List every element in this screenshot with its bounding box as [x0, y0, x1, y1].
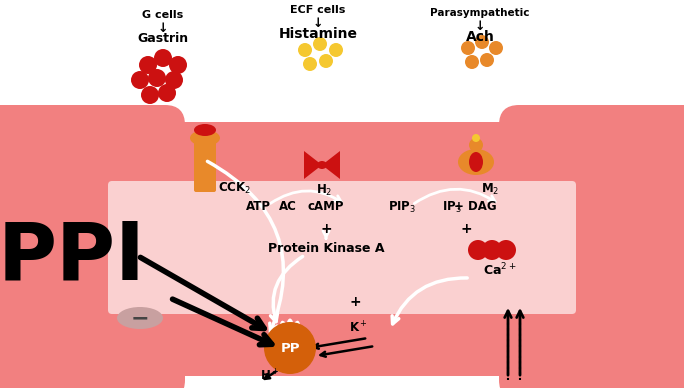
- Text: Gastrin: Gastrin: [137, 32, 189, 45]
- Circle shape: [131, 71, 149, 89]
- Text: + DAG: + DAG: [453, 201, 497, 213]
- Circle shape: [468, 240, 488, 260]
- Text: ATP: ATP: [246, 201, 270, 213]
- Circle shape: [475, 35, 489, 49]
- Text: +: +: [460, 222, 472, 236]
- Text: PIP$_3$: PIP$_3$: [388, 199, 416, 215]
- Ellipse shape: [194, 124, 216, 136]
- Circle shape: [489, 41, 503, 55]
- Text: Ach: Ach: [466, 30, 495, 44]
- Text: AC: AC: [279, 201, 297, 213]
- Circle shape: [158, 84, 176, 102]
- Text: PPI: PPI: [0, 219, 146, 297]
- Text: Parasympathetic: Parasympathetic: [430, 8, 529, 18]
- Text: −: −: [131, 308, 149, 328]
- Ellipse shape: [469, 152, 483, 172]
- Text: K$^+$: K$^+$: [349, 320, 367, 336]
- Circle shape: [154, 49, 172, 67]
- Circle shape: [496, 240, 516, 260]
- Text: IP$_3$: IP$_3$: [442, 199, 462, 215]
- Circle shape: [329, 43, 343, 57]
- Text: ↓: ↓: [313, 17, 324, 30]
- Circle shape: [165, 71, 183, 89]
- Ellipse shape: [292, 321, 300, 335]
- Circle shape: [148, 69, 166, 87]
- Circle shape: [139, 56, 157, 74]
- Ellipse shape: [190, 130, 220, 146]
- Text: G cells: G cells: [142, 10, 183, 20]
- Circle shape: [461, 41, 475, 55]
- Circle shape: [319, 54, 333, 68]
- Text: Protein Kinase A: Protein Kinase A: [267, 241, 384, 255]
- Circle shape: [303, 57, 317, 71]
- Polygon shape: [322, 151, 340, 179]
- Ellipse shape: [317, 161, 327, 169]
- Text: +: +: [350, 295, 361, 309]
- Ellipse shape: [469, 138, 483, 152]
- FancyBboxPatch shape: [194, 138, 216, 192]
- Ellipse shape: [117, 307, 163, 329]
- Circle shape: [457, 220, 475, 238]
- Circle shape: [169, 56, 187, 74]
- Text: PP: PP: [280, 341, 300, 355]
- Circle shape: [480, 53, 494, 67]
- FancyBboxPatch shape: [108, 181, 576, 314]
- Text: +: +: [320, 222, 332, 236]
- Text: H$_2$: H$_2$: [316, 183, 332, 198]
- Circle shape: [465, 55, 479, 69]
- Ellipse shape: [472, 134, 480, 142]
- Text: H$^+$: H$^+$: [260, 368, 280, 384]
- Circle shape: [482, 240, 502, 260]
- Text: ECF cells: ECF cells: [290, 5, 345, 15]
- Circle shape: [298, 43, 312, 57]
- Polygon shape: [304, 151, 322, 179]
- Text: thepharmacytalk: thepharmacytalk: [201, 240, 379, 260]
- Text: Histamine: Histamine: [278, 27, 358, 41]
- FancyBboxPatch shape: [0, 105, 185, 388]
- Circle shape: [313, 37, 327, 51]
- FancyBboxPatch shape: [94, 302, 590, 376]
- Text: cAMP: cAMP: [308, 201, 344, 213]
- Circle shape: [264, 322, 316, 374]
- FancyBboxPatch shape: [94, 122, 590, 196]
- Text: Ca$^{2+}$: Ca$^{2+}$: [484, 262, 516, 278]
- Text: CCK$_2$: CCK$_2$: [218, 180, 251, 196]
- Text: M$_2$: M$_2$: [481, 182, 499, 197]
- Circle shape: [317, 220, 335, 238]
- Circle shape: [141, 86, 159, 104]
- Ellipse shape: [280, 321, 288, 335]
- Text: ↓: ↓: [475, 20, 485, 33]
- Text: ↓: ↓: [158, 22, 168, 35]
- Ellipse shape: [287, 319, 293, 334]
- Ellipse shape: [458, 149, 494, 175]
- FancyBboxPatch shape: [499, 105, 684, 388]
- Circle shape: [346, 293, 364, 311]
